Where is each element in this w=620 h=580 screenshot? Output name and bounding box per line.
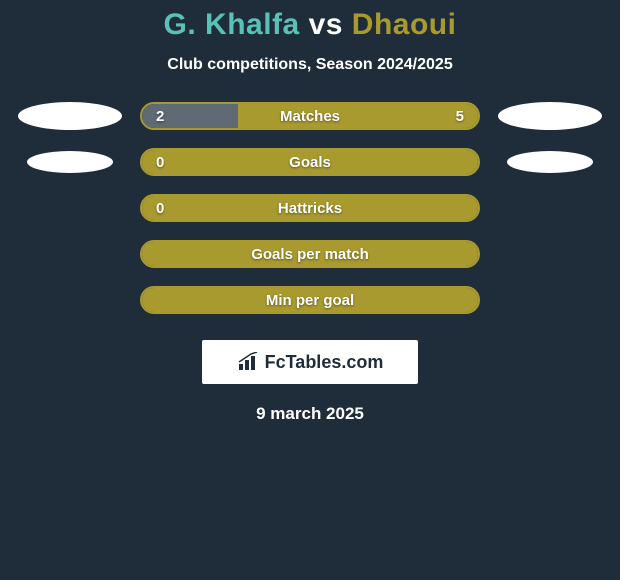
stat-label: Hattricks [278, 200, 342, 217]
right-side [480, 102, 620, 130]
stat-label: Matches [280, 108, 340, 125]
left-side [0, 102, 140, 130]
page-title: G. Khalfa vs Dhaoui [0, 8, 620, 42]
player1-oval [18, 102, 122, 130]
chart-icon [237, 352, 261, 372]
stat-row: 0 Goals [0, 148, 620, 176]
stat-rows: 2 Matches 5 0 Goals 0 Hattricks Goals per match… [0, 102, 620, 314]
player2-oval [507, 151, 593, 173]
branding-badge: FcTables.com [202, 340, 418, 384]
player2-oval [498, 102, 602, 130]
stat-label: Goals [289, 154, 331, 171]
comparison-card: G. Khalfa vs Dhaoui Club competitions, S… [0, 0, 620, 424]
bar-fill-right [238, 104, 478, 128]
date-text: 9 march 2025 [0, 404, 620, 424]
stat-value-left: 0 [156, 154, 164, 171]
subtitle: Club competitions, Season 2024/2025 [0, 56, 620, 74]
stat-row: Goals per match [0, 240, 620, 268]
stat-value-left: 0 [156, 200, 164, 217]
stat-bar: Min per goal [140, 286, 480, 314]
left-side [0, 151, 140, 173]
branding-text: FcTables.com [265, 352, 384, 373]
stat-label: Min per goal [266, 292, 354, 309]
stat-bar: Goals per match [140, 240, 480, 268]
stat-bar: 2 Matches 5 [140, 102, 480, 130]
player1-name: G. Khalfa [164, 8, 300, 41]
stat-label: Goals per match [251, 246, 369, 263]
player2-name: Dhaoui [352, 8, 457, 41]
stat-value-left: 2 [156, 108, 164, 125]
stat-bar: 0 Hattricks [140, 194, 480, 222]
stat-bar: 0 Goals [140, 148, 480, 176]
stat-row: 2 Matches 5 [0, 102, 620, 130]
right-side [480, 151, 620, 173]
stat-row: 0 Hattricks [0, 194, 620, 222]
vs-separator: vs [309, 8, 343, 41]
stat-row: Min per goal [0, 286, 620, 314]
player1-oval [27, 151, 113, 173]
stat-value-right: 5 [456, 108, 464, 125]
